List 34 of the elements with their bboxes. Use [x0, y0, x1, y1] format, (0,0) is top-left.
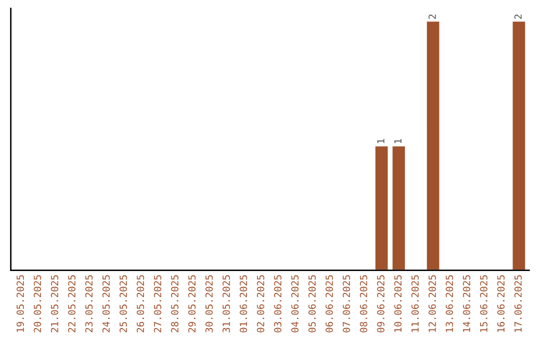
x-tick-label: 29.05.2025 [188, 275, 196, 332]
x-tick-label: 23.05.2025 [85, 275, 93, 332]
x-tick-label: 24.05.2025 [102, 275, 110, 332]
x-tick-label: 07.06.2025 [342, 275, 350, 332]
x-tick-label: 04.06.2025 [291, 275, 299, 332]
x-tick-label: 22.05.2025 [68, 275, 76, 332]
data-label: 1 [377, 139, 384, 144]
x-tick-label: 08.06.2025 [360, 275, 368, 332]
x-tick-label: 30.05.2025 [205, 275, 213, 332]
x-tick-label: 25.05.2025 [120, 275, 127, 332]
x-tick-label: 02.06.2025 [256, 275, 264, 332]
x-tick-label: 16.06.2025 [497, 275, 505, 332]
x-tick-label: 03.06.2025 [274, 275, 282, 332]
x-tick-label: 31.05.2025 [222, 275, 230, 332]
data-label: 2 [428, 14, 436, 19]
x-tick-label: 20.05.2025 [34, 275, 42, 332]
data-label: 1 [394, 139, 402, 144]
data-label: 2 [514, 14, 522, 19]
x-tick-label: 10.06.2025 [394, 275, 402, 332]
x-tick-label: 11.06.2025 [411, 275, 419, 332]
x-tick-label: 15.06.2025 [480, 275, 488, 332]
x-tick-label: 09.06.2025 [377, 275, 384, 332]
x-tick-label: 21.05.2025 [50, 275, 58, 332]
x-tick-label: 17.06.2025 [514, 275, 522, 332]
x-tick-label: 28.05.2025 [171, 275, 178, 332]
x-tick-label: 01.06.2025 [240, 275, 248, 332]
x-tick-label: 06.06.2025 [326, 275, 333, 332]
x-tick-label: 12.06.2025 [428, 275, 436, 332]
x-tick-label: 19.05.2025 [16, 275, 24, 332]
x-tick-label: 27.05.2025 [154, 275, 162, 332]
x-tick-label: 13.06.2025 [446, 275, 454, 332]
x-tick-label: 05.06.2025 [308, 275, 316, 332]
x-tick-label: 26.05.2025 [136, 275, 144, 332]
x-tick-label: 14.06.2025 [462, 275, 470, 332]
